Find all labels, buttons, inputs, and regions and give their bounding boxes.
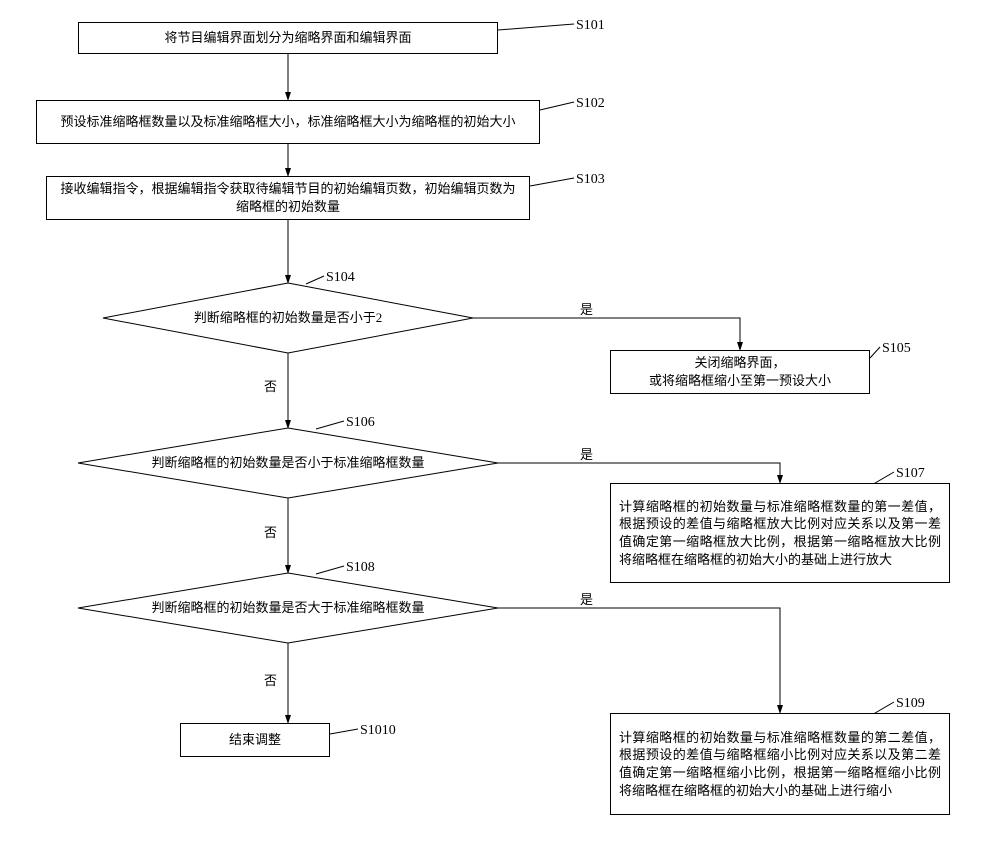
step-label-s104: S104 <box>326 270 355 286</box>
node-text: 接收编辑指令，根据编辑指令获取待编辑节目的初始编辑页数，初始编辑页数为缩略框的初… <box>55 180 521 215</box>
node-s108: 判断缩略框的初始数量是否大于标准缩略框数量 <box>78 573 498 643</box>
node-s109: 计算缩略框的初始数量与标准缩略框数量的第二差值，根据预设的差值与缩略框缩小比例对… <box>610 713 950 815</box>
step-label-s108: S108 <box>346 560 375 576</box>
node-text: 预设标准缩略框数量以及标准缩略框大小，标准缩略框大小为缩略框的初始大小 <box>60 113 515 131</box>
step-label-s109: S109 <box>896 696 925 712</box>
node-s103: 接收编辑指令，根据编辑指令获取待编辑节目的初始编辑页数，初始编辑页数为缩略框的初… <box>46 176 530 220</box>
step-label-s105: S105 <box>882 341 911 357</box>
edge-label-yes: 是 <box>580 448 593 461</box>
step-label-s106: S106 <box>346 415 375 431</box>
step-label-s107: S107 <box>896 466 925 482</box>
edge-label-no: 否 <box>264 380 277 393</box>
node-text: 计算缩略框的初始数量与标准缩略框数量的第二差值，根据预设的差值与缩略框缩小比例对… <box>619 729 941 799</box>
node-s102: 预设标准缩略框数量以及标准缩略框大小，标准缩略框大小为缩略框的初始大小 <box>36 100 540 144</box>
node-text: 结束调整 <box>229 731 281 749</box>
node-text: 判断缩略框的初始数量是否小于2 <box>154 310 423 327</box>
node-text: 判断缩略框的初始数量是否小于标准缩略框数量 <box>111 455 464 472</box>
node-s1010: 结束调整 <box>180 723 330 757</box>
node-s105: 关闭缩略界面， 或将缩略框缩小至第一预设大小 <box>610 350 870 394</box>
node-s107: 计算缩略框的初始数量与标准缩略框数量的第一差值，根据预设的差值与缩略框放大比例对… <box>610 483 950 583</box>
flowchart-canvas: 将节目编辑界面划分为缩略界面和编辑界面 预设标准缩略框数量以及标准缩略框大小，标… <box>0 0 1000 866</box>
node-text: 将节目编辑界面划分为缩略界面和编辑界面 <box>164 29 411 47</box>
edge-label-no: 否 <box>264 674 277 687</box>
node-s101: 将节目编辑界面划分为缩略界面和编辑界面 <box>78 22 498 54</box>
step-label-s1010: S1010 <box>360 723 396 739</box>
node-s104: 判断缩略框的初始数量是否小于2 <box>103 283 473 353</box>
step-label-s102: S102 <box>576 96 605 112</box>
edge-label-yes: 是 <box>580 593 593 606</box>
node-s106: 判断缩略框的初始数量是否小于标准缩略框数量 <box>78 428 498 498</box>
node-text: 计算缩略框的初始数量与标准缩略框数量的第一差值，根据预设的差值与缩略框放大比例对… <box>619 498 941 568</box>
step-label-s103: S103 <box>576 172 605 188</box>
edge-label-no: 否 <box>264 526 277 539</box>
step-label-s101: S101 <box>576 18 605 34</box>
node-text: 判断缩略框的初始数量是否大于标准缩略框数量 <box>111 600 464 617</box>
edge-label-yes: 是 <box>580 303 593 316</box>
node-text: 关闭缩略界面， 或将缩略框缩小至第一预设大小 <box>649 354 831 389</box>
